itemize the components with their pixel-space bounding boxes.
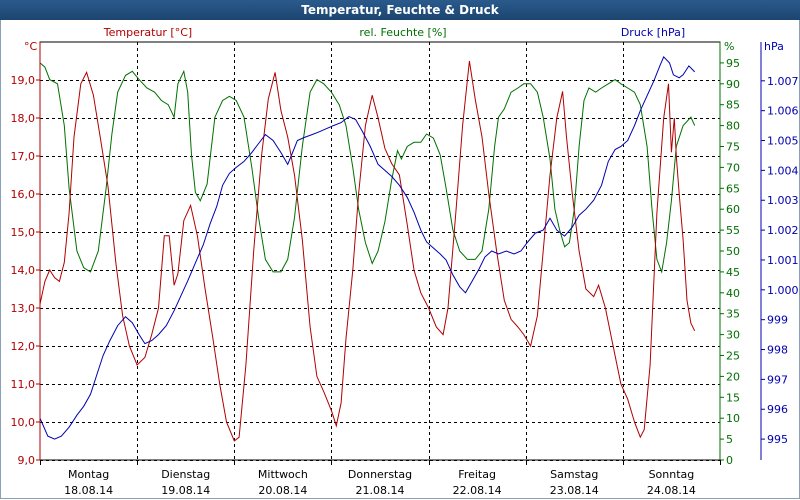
pres-tick-label: 1.006 <box>767 105 799 118</box>
day-name-label: Donnerstag <box>348 468 412 481</box>
day-date-label: 19.08.14 <box>161 484 210 497</box>
hum-tick-label: 0 <box>726 454 733 467</box>
day-date-label: 24.08.14 <box>647 484 696 497</box>
temp-tick-label: 9,0 <box>18 454 36 467</box>
series-lines <box>39 56 696 442</box>
temperature-line <box>39 60 696 442</box>
hum-tick-label: 55 <box>726 224 740 237</box>
temp-series-label: Temperatur [°C] <box>103 26 192 39</box>
day-date-label: 22.08.14 <box>453 484 502 497</box>
day-name-label: Mittwoch <box>258 468 308 481</box>
pres-tick-label: 1.005 <box>767 135 799 148</box>
day-name-label: Freitag <box>458 468 496 481</box>
temp-tick-label: 10,0 <box>11 416 36 429</box>
temp-tick-label: 11,0 <box>11 378 36 391</box>
pres-tick-label: 995 <box>767 433 788 446</box>
temp-tick-label: 17,0 <box>11 150 36 163</box>
hum-tick-label: 85 <box>726 99 740 112</box>
hum-tick-label: 10 <box>726 412 740 425</box>
humidity-line <box>39 62 696 274</box>
day-date-label: 23.08.14 <box>550 484 599 497</box>
temp-unit-label: °C <box>24 40 38 53</box>
pressure-line <box>39 56 696 440</box>
hum-tick-label: 20 <box>726 370 740 383</box>
day-name-label: Dienstag <box>161 468 210 481</box>
day-date-label: 18.08.14 <box>64 484 113 497</box>
hum-unit-label: % <box>724 40 734 53</box>
hum-tick-label: 80 <box>726 120 740 133</box>
pres-tick-label: 1.002 <box>767 224 799 237</box>
pres-tick-label: 1.004 <box>767 164 799 177</box>
pres-unit-label: hPa <box>764 40 784 53</box>
temp-tick-label: 16,0 <box>11 188 36 201</box>
temp-tick-label: 13,0 <box>11 302 36 315</box>
plot-area <box>39 41 721 461</box>
day-name-label: Sonntag <box>649 468 695 481</box>
hum-tick-label: 90 <box>726 78 740 91</box>
pres-tick-label: 1.001 <box>767 254 799 267</box>
hum-tick-label: 5 <box>726 433 733 446</box>
hum-tick-label: 60 <box>726 203 740 216</box>
pres-tick-label: 996 <box>767 403 788 416</box>
hum-tick-label: 30 <box>726 329 740 342</box>
pres-tick-label: 998 <box>767 344 788 357</box>
hum-tick-label: 40 <box>726 287 740 300</box>
pres-tick-label: 997 <box>767 373 788 386</box>
pres-tick-label: 1.007 <box>767 75 799 88</box>
day-name-label: Montag <box>68 468 109 481</box>
hum-tick-label: 15 <box>726 391 740 404</box>
pres-tick-label: 1.003 <box>767 194 799 207</box>
hum-tick-label: 75 <box>726 141 740 154</box>
pres-tick-label: 999 <box>767 314 788 327</box>
day-date-label: 21.08.14 <box>356 484 405 497</box>
temp-tick-label: 18,0 <box>11 112 36 125</box>
axes: 9,0 10,0 11,0 12,0 13,0 14,0 15,0 16,0 17,0 18,0 1… <box>11 42 799 497</box>
axis-labels: °C Temperatur [°C] rel. Feuchte [%] Druc… <box>24 26 784 53</box>
day-date-label: 20.08.14 <box>258 484 307 497</box>
hum-tick-label: 45 <box>726 266 740 279</box>
hum-tick-label: 50 <box>726 245 740 258</box>
hum-tick-label: 25 <box>726 350 740 363</box>
hum-tick-label: 65 <box>726 182 740 195</box>
pres-tick-label: 1.000 <box>767 284 799 297</box>
temp-tick-label: 19,0 <box>11 74 36 87</box>
grid <box>39 41 721 461</box>
hum-tick-label: 70 <box>726 161 740 174</box>
hum-tick-label: 35 <box>726 308 740 321</box>
hum-tick-label: 95 <box>726 57 740 70</box>
pres-series-label: Druck [hPa] <box>621 26 685 39</box>
temp-tick-label: 14,0 <box>11 264 36 277</box>
hum-series-label: rel. Feuchte [%] <box>359 26 446 39</box>
temp-tick-label: 12,0 <box>11 340 36 353</box>
temp-tick-label: 15,0 <box>11 226 36 239</box>
chart-title: Temperatur, Feuchte & Druck <box>0 0 800 20</box>
day-name-label: Samstag <box>550 468 598 481</box>
